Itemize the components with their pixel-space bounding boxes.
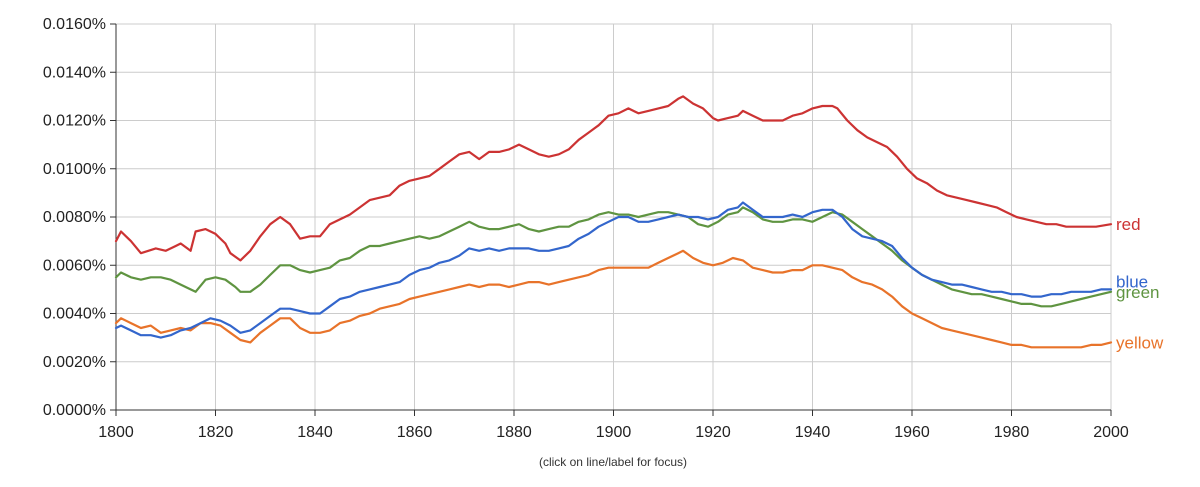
- series-line-red[interactable]: [114, 95, 1113, 262]
- x-tick-label: 1820: [198, 424, 234, 441]
- x-tick-label: 2000: [1093, 424, 1129, 441]
- x-tick-label: 1940: [795, 424, 831, 441]
- y-tick-label: 0.0140%: [43, 64, 106, 81]
- axes: 0.0000% 0.0020% 0.0040% 0.0060% 0.0080% 0.010…: [43, 16, 1129, 441]
- x-tick-label: 1900: [596, 424, 632, 441]
- y-tick-label: 0.0080%: [43, 209, 106, 226]
- series-label-red[interactable]: red: [1116, 215, 1141, 234]
- x-tick-label: 1860: [397, 424, 433, 441]
- series-line-blue[interactable]: [114, 201, 1113, 339]
- y-tick-label: 0.0060%: [43, 257, 106, 274]
- y-tick-label: 0.0040%: [43, 306, 106, 323]
- series-line-green[interactable]: [114, 206, 1113, 308]
- focus-hint-text: (click on line/label for focus): [539, 455, 687, 469]
- y-tick-label: 0.0120%: [43, 113, 106, 130]
- series-label-blue[interactable]: blue: [1116, 272, 1148, 291]
- series-line-yellow[interactable]: [114, 249, 1113, 349]
- y-tick-label: 0.0160%: [43, 16, 106, 33]
- series-label-yellow[interactable]: yellow: [1116, 333, 1164, 352]
- y-tick-label: 0.0100%: [43, 161, 106, 178]
- y-tick-label: 0.0000%: [43, 402, 106, 419]
- x-tick-label: 1800: [98, 424, 134, 441]
- x-tick-label: 1920: [695, 424, 731, 441]
- grid: [115, 23, 1112, 411]
- x-tick-label: 1980: [994, 424, 1030, 441]
- x-tick-label: 1840: [297, 424, 333, 441]
- series-lines: [114, 95, 1113, 349]
- x-tick-label: 1880: [496, 424, 532, 441]
- series-label-green[interactable]: green: [1116, 283, 1159, 302]
- x-tick-label: 1960: [894, 424, 930, 441]
- y-tick-label: 0.0020%: [43, 354, 106, 371]
